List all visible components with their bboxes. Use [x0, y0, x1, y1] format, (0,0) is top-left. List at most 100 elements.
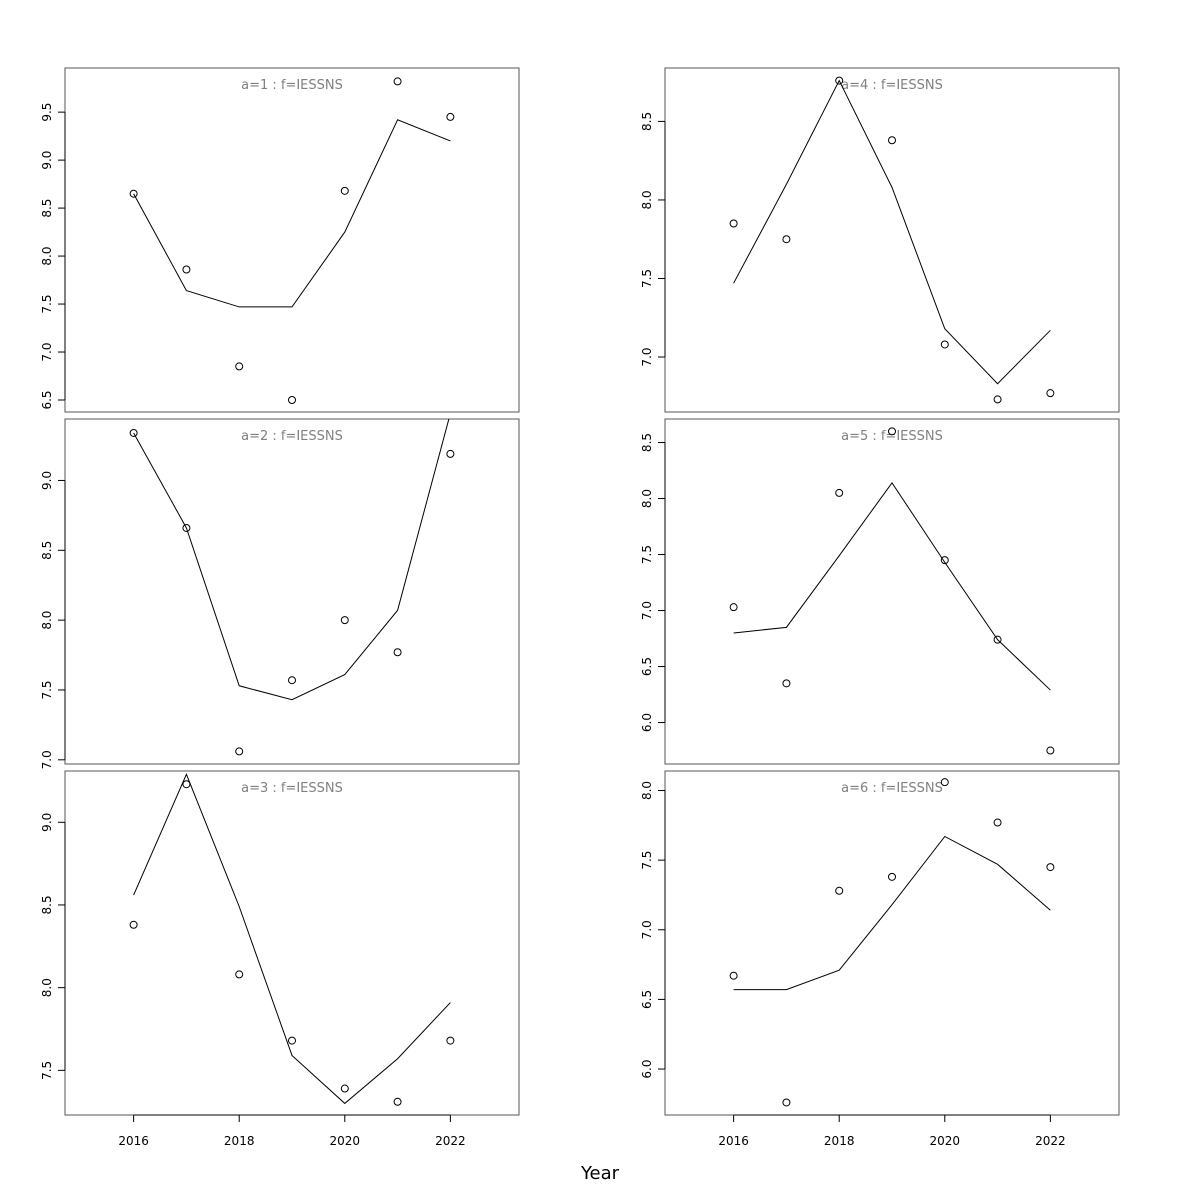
data-point — [993, 395, 1002, 404]
y-tick-label: 7.0 — [40, 342, 54, 361]
data-point — [1046, 863, 1055, 872]
data-point — [288, 676, 296, 685]
panel-data — [733, 835, 1051, 991]
x-tick-label: 2022 — [435, 1134, 466, 1148]
y-tick-label: 7.5 — [40, 680, 54, 699]
panel-title: a=1 : f=IESSNS — [241, 78, 343, 93]
y-tick-label: 7.5 — [640, 851, 654, 870]
panel-frame — [664, 67, 1120, 413]
fitted-line — [733, 481, 1051, 691]
data-point — [729, 219, 738, 228]
panel-4: 6.0 6.5 7.0 7.5 8.0 8.5 a=5 : f=IESSNS — [640, 418, 1120, 765]
data-point — [129, 920, 138, 929]
y-tick-label: 8.0 — [40, 611, 54, 630]
panel-frame — [664, 418, 1120, 765]
y-tick-label: 8.0 — [640, 190, 654, 209]
y-tick-label: 8.0 — [40, 247, 54, 266]
y-tick-label: 8.0 — [640, 489, 654, 508]
panel-6: 6.0 6.5 7.0 7.5 8.0 a=6 : f=IESSNS 2016 2018 202… — [640, 770, 1120, 1148]
y-tick-label: 7.0 — [640, 601, 654, 620]
y-tick-label: 9.0 — [40, 813, 54, 832]
y-tick-label: 6.5 — [640, 657, 654, 676]
y-tick-label: 9.5 — [40, 103, 54, 122]
data-point — [835, 886, 844, 895]
panel-frame — [64, 770, 520, 1116]
data-point — [288, 396, 296, 405]
panel-data — [133, 419, 450, 701]
data-point — [782, 679, 791, 688]
y-tick-label: 9.0 — [40, 151, 54, 170]
data-point — [1046, 389, 1055, 398]
data-point — [235, 970, 244, 979]
data-point — [888, 136, 896, 145]
x-tick-label: 2020 — [330, 1134, 361, 1148]
y-tick-label: 8.0 — [40, 978, 54, 997]
data-point — [340, 1084, 349, 1093]
data-point — [888, 872, 896, 881]
data-point — [993, 635, 1002, 644]
y-tick-label: 7.0 — [640, 347, 654, 366]
y-tick-label: 8.5 — [640, 112, 654, 131]
y-tick-label: 6.0 — [640, 713, 654, 732]
data-point — [129, 428, 138, 437]
data-point — [1046, 746, 1055, 755]
panel-data — [133, 773, 451, 1105]
y-tick-label: 7.5 — [640, 269, 654, 288]
data-point — [940, 340, 949, 349]
x-tick-label: 2022 — [1035, 1134, 1066, 1148]
panel-data — [133, 119, 451, 308]
data-point — [393, 648, 402, 657]
y-tick-label: 9.0 — [40, 471, 54, 490]
panel-frame — [64, 418, 520, 765]
panel-1: 6.5 7.0 7.5 8.0 8.5 9.0 9.5 a=1 : f=IESSNS — [40, 67, 520, 413]
data-point — [182, 265, 191, 274]
data-point — [340, 616, 349, 625]
x-tick-label: 2016 — [718, 1134, 749, 1148]
panel-title: a=3 : f=IESSNS — [241, 781, 343, 796]
data-point — [446, 1036, 455, 1045]
panel-data — [733, 481, 1051, 691]
data-point — [446, 112, 455, 121]
data-point — [288, 1036, 296, 1045]
y-tick-label: 7.5 — [40, 1061, 54, 1080]
panel-2: 7.0 7.5 8.0 8.5 a=4 : f=IESSNS — [640, 67, 1120, 413]
data-point — [835, 76, 844, 85]
data-point — [940, 556, 949, 565]
data-point — [129, 189, 138, 198]
fitted-line — [133, 419, 450, 701]
data-point — [888, 427, 896, 436]
data-point — [835, 488, 844, 497]
panel-title: a=4 : f=IESSNS — [841, 78, 943, 93]
fitted-line — [133, 773, 451, 1105]
data-point — [940, 778, 949, 787]
data-point — [340, 186, 349, 195]
panel-5: 7.5 8.0 8.5 9.0 a=3 : f=IESSNS 2016 2018 2020 20… — [40, 770, 520, 1148]
y-tick-label: 8.0 — [640, 781, 654, 800]
y-tick-label: 8.5 — [40, 541, 54, 560]
y-tick-label: 6.5 — [640, 990, 654, 1009]
panel-3: 7.0 7.5 8.0 8.5 9.0 a=2 : f=IESSNS — [40, 418, 520, 769]
panel-title: a=6 : f=IESSNS — [841, 781, 943, 796]
y-tick-label: 8.5 — [640, 433, 654, 452]
x-axis-label: Year — [580, 1163, 620, 1184]
y-tick-label: 8.5 — [40, 199, 54, 218]
data-point — [782, 1098, 791, 1107]
fitted-line — [733, 79, 1051, 385]
x-tick-label: 2018 — [824, 1134, 855, 1148]
data-point — [393, 77, 402, 86]
data-point — [393, 1097, 402, 1106]
panel-frame — [64, 67, 520, 413]
x-tick-label: 2016 — [118, 1134, 149, 1148]
y-tick-label: 6.5 — [40, 390, 54, 409]
data-point — [235, 747, 244, 756]
y-tick-label: 8.5 — [40, 895, 54, 914]
panel-title: a=2 : f=IESSNS — [241, 429, 343, 444]
data-point — [729, 971, 738, 980]
x-tick-label: 2018 — [224, 1134, 255, 1148]
panel-title: a=5 : f=IESSNS — [841, 429, 943, 444]
y-tick-label: 7.5 — [40, 295, 54, 314]
y-tick-label: 7.0 — [40, 750, 54, 769]
y-tick-label: 7.5 — [640, 545, 654, 564]
